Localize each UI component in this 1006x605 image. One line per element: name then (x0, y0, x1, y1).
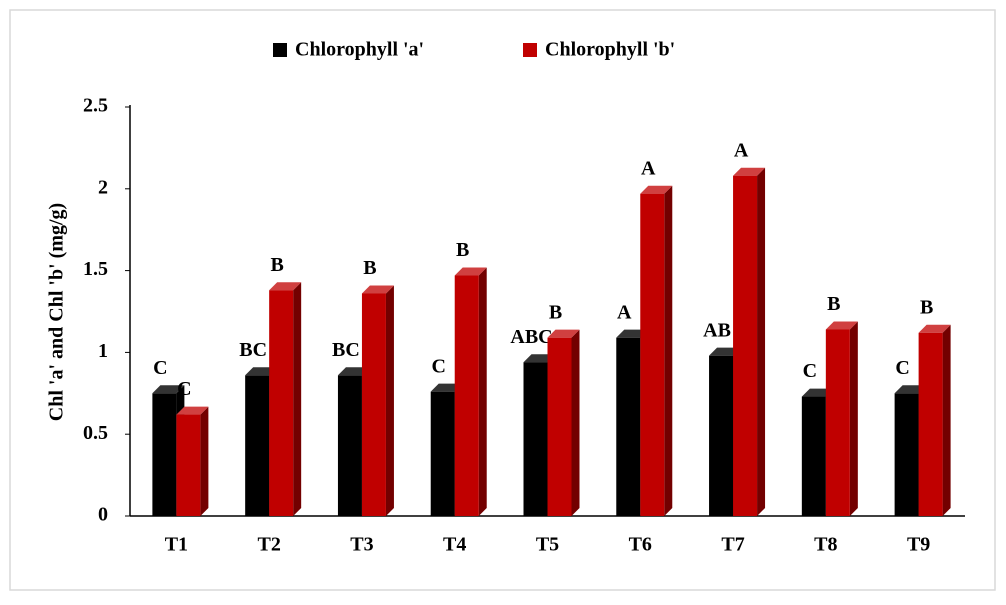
x-tick-label: T9 (907, 534, 930, 556)
legend-swatch (523, 43, 537, 57)
x-tick-label: T7 (721, 534, 744, 556)
bar-top (269, 282, 302, 291)
significance-letter: A (617, 301, 632, 323)
bar (709, 355, 734, 516)
x-tick-label: T3 (350, 534, 373, 556)
legend-swatch (273, 43, 287, 57)
bar (616, 337, 641, 516)
bar-top (640, 185, 673, 194)
significance-letter: B (549, 301, 562, 323)
bar-side (385, 285, 394, 516)
bar-side (571, 329, 580, 516)
bar-side (757, 167, 766, 516)
legend-label: Chlorophyll 'b' (545, 39, 675, 61)
bar (245, 375, 270, 516)
bar-side (293, 282, 302, 516)
bar (361, 293, 386, 516)
significance-letter: A (641, 157, 656, 179)
bar (337, 375, 362, 516)
significance-letter: BC (332, 339, 360, 361)
significance-letter: C (431, 355, 445, 377)
x-tick-label: T5 (536, 534, 559, 556)
bar-side (664, 185, 673, 516)
significance-letter: C (803, 360, 817, 382)
bar (733, 175, 758, 516)
bar (269, 290, 294, 516)
bar (523, 362, 548, 516)
significance-letter: B (920, 296, 933, 318)
significance-letter: B (456, 239, 469, 261)
x-tick-label: T4 (443, 534, 466, 556)
bar (918, 332, 943, 516)
bar-side (478, 267, 487, 516)
y-axis-label: Chl 'a' and Chl 'b' (mg/g) (46, 203, 68, 421)
bar (454, 275, 479, 516)
bar-top (733, 167, 766, 176)
bar (547, 337, 572, 516)
significance-letter: A (734, 139, 749, 161)
y-tick-label: 2 (98, 176, 108, 198)
bar-top (918, 324, 951, 333)
bar-top (361, 285, 394, 294)
y-tick-label: 1 (98, 340, 108, 362)
bar-top (176, 406, 209, 415)
y-tick-label: 1.5 (83, 258, 108, 280)
significance-letter: BC (239, 339, 267, 361)
significance-letter: B (827, 293, 840, 315)
x-tick-label: T2 (257, 534, 280, 556)
bar-side (849, 321, 858, 516)
bar (176, 414, 201, 516)
bar (801, 396, 826, 516)
significance-letter: C (153, 357, 167, 379)
significance-letter: ABC (510, 326, 552, 348)
bar (430, 391, 455, 516)
bar-top (547, 329, 580, 338)
significance-letter: AB (703, 319, 731, 341)
bar-top (152, 385, 185, 394)
bar (894, 393, 919, 516)
bar (640, 193, 665, 516)
x-tick-label: T1 (165, 534, 188, 556)
y-tick-label: 0.5 (83, 422, 108, 444)
significance-letter: C (895, 357, 909, 379)
bar (825, 329, 850, 516)
bar-side (942, 324, 951, 516)
significance-letter: B (270, 254, 283, 276)
bar-top (825, 321, 858, 330)
bar-side (200, 406, 209, 516)
bar (152, 393, 177, 516)
y-tick-label: 0 (98, 504, 108, 526)
x-tick-label: T8 (814, 534, 837, 556)
y-tick-label: 2.5 (83, 95, 108, 117)
significance-letter: C (177, 378, 191, 400)
significance-letter: B (363, 257, 376, 279)
x-tick-label: T6 (629, 534, 652, 556)
legend-label: Chlorophyll 'a' (295, 39, 424, 61)
bar-top (454, 267, 487, 276)
